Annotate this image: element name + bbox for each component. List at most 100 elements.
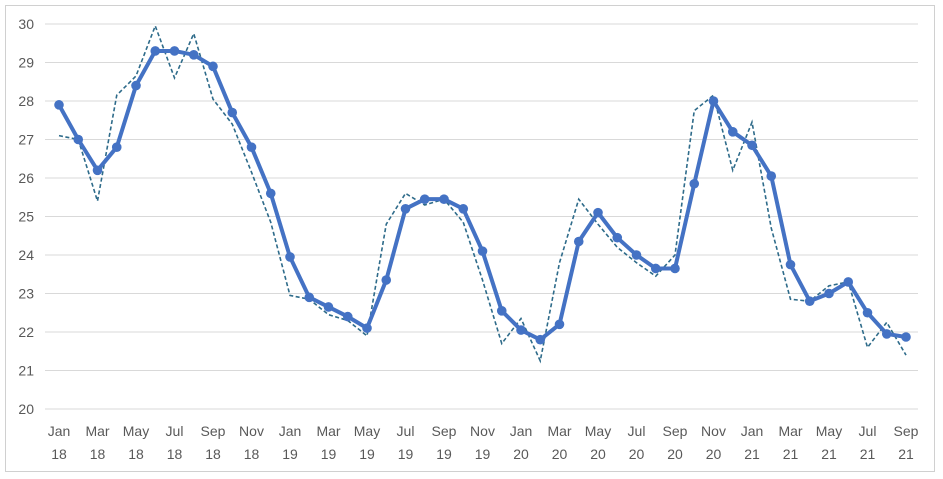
data-point-marker <box>631 250 642 260</box>
chart-frame <box>5 5 935 472</box>
data-point-marker <box>169 46 180 56</box>
x-tick-year: 18 <box>90 446 106 462</box>
y-tick-label: 24 <box>18 247 34 263</box>
x-tick-month: May <box>585 423 611 439</box>
data-point-marker <box>535 334 546 345</box>
x-tick-month: May <box>354 423 380 439</box>
y-tick-label: 27 <box>18 132 34 148</box>
dashed-series-line <box>58 23 907 364</box>
y-tick-label: 29 <box>18 55 34 71</box>
x-tick-month: Sep <box>663 423 688 439</box>
x-tick-month: Jan <box>510 423 533 439</box>
data-point-marker <box>92 165 103 176</box>
x-tick-year: 19 <box>436 446 452 462</box>
x-tick-year: 21 <box>898 446 914 462</box>
x-tick-month: Jan <box>48 423 71 439</box>
data-point-marker <box>150 46 161 56</box>
data-point-marker <box>439 194 449 204</box>
data-point-marker <box>131 80 141 91</box>
x-tick-year: 20 <box>667 446 683 462</box>
x-tick-year: 20 <box>552 446 568 462</box>
x-tick-month: Sep <box>432 423 457 439</box>
y-tick-label: 28 <box>18 93 34 109</box>
data-point-marker <box>477 246 488 256</box>
x-tick-year: 18 <box>244 446 260 462</box>
x-tick-year: 21 <box>860 446 876 462</box>
data-point-marker <box>381 275 392 285</box>
data-point-marker <box>804 296 815 307</box>
x-tick-month: Sep <box>201 423 226 439</box>
y-tick-label: 26 <box>18 170 34 186</box>
data-point-marker <box>342 311 353 322</box>
data-point-marker <box>208 61 218 72</box>
x-tick-year: 20 <box>706 446 722 462</box>
y-tick-label: 21 <box>18 363 34 379</box>
x-tick-year: 19 <box>359 446 375 462</box>
data-point-marker <box>516 325 526 335</box>
data-point-marker <box>419 194 430 204</box>
y-tick-label: 30 <box>18 16 34 32</box>
y-tick-label: 25 <box>18 209 34 225</box>
data-point-marker <box>785 259 796 270</box>
data-point-marker <box>265 188 276 199</box>
data-point-marker <box>111 142 122 152</box>
data-point-marker <box>54 100 64 110</box>
x-tick-year: 18 <box>167 446 183 462</box>
data-point-marker <box>362 323 372 333</box>
x-tick-month: Mar <box>778 423 802 439</box>
data-point-marker <box>901 332 911 342</box>
data-point-marker <box>708 96 719 106</box>
x-tick-month: May <box>816 423 842 439</box>
data-point-marker <box>400 204 411 214</box>
data-point-marker <box>323 302 334 312</box>
data-point-marker <box>554 319 565 330</box>
data-point-marker <box>73 134 84 145</box>
data-point-marker <box>285 252 295 262</box>
x-tick-month: Mar <box>316 423 340 439</box>
x-tick-month: Jan <box>741 423 764 439</box>
x-tick-month: Nov <box>239 423 264 439</box>
x-tick-month: Jul <box>397 423 415 439</box>
y-tick-label: 22 <box>18 324 34 340</box>
x-tick-month: Jan <box>279 423 302 439</box>
data-point-marker <box>689 178 700 189</box>
x-tick-year: 19 <box>398 446 414 462</box>
data-point-marker <box>727 127 738 137</box>
x-tick-year: 18 <box>51 446 67 462</box>
data-point-marker <box>650 263 661 274</box>
data-point-marker <box>246 142 257 152</box>
data-point-marker <box>304 292 315 303</box>
data-point-marker <box>227 107 238 118</box>
x-tick-year: 21 <box>783 446 799 462</box>
data-point-marker <box>188 50 199 60</box>
data-point-marker <box>881 329 892 339</box>
x-tick-year: 18 <box>128 446 144 462</box>
data-point-marker <box>766 171 777 181</box>
data-point-marker <box>612 232 623 243</box>
x-tick-year: 20 <box>513 446 529 462</box>
data-point-marker <box>496 306 507 316</box>
x-tick-year: 20 <box>590 446 606 462</box>
x-tick-month: Nov <box>701 423 726 439</box>
x-tick-month: Jul <box>166 423 184 439</box>
x-tick-year: 21 <box>744 446 760 462</box>
x-tick-year: 20 <box>629 446 645 462</box>
x-tick-month: Mar <box>85 423 109 439</box>
x-tick-year: 18 <box>205 446 221 462</box>
y-tick-label: 23 <box>18 286 34 302</box>
solid-series-line <box>57 48 907 342</box>
data-point-marker <box>747 140 757 151</box>
data-point-marker <box>824 288 834 299</box>
x-tick-month: Mar <box>547 423 571 439</box>
data-point-marker <box>573 236 584 247</box>
x-tick-month: Sep <box>894 423 919 439</box>
x-tick-year: 19 <box>321 446 337 462</box>
data-point-marker <box>593 207 603 218</box>
x-tick-year: 19 <box>475 446 491 462</box>
data-point-marker <box>458 204 469 214</box>
x-tick-month: Nov <box>470 423 495 439</box>
y-tick-label: 20 <box>18 401 34 417</box>
x-tick-month: Jul <box>859 423 877 439</box>
data-point-marker <box>843 277 854 287</box>
